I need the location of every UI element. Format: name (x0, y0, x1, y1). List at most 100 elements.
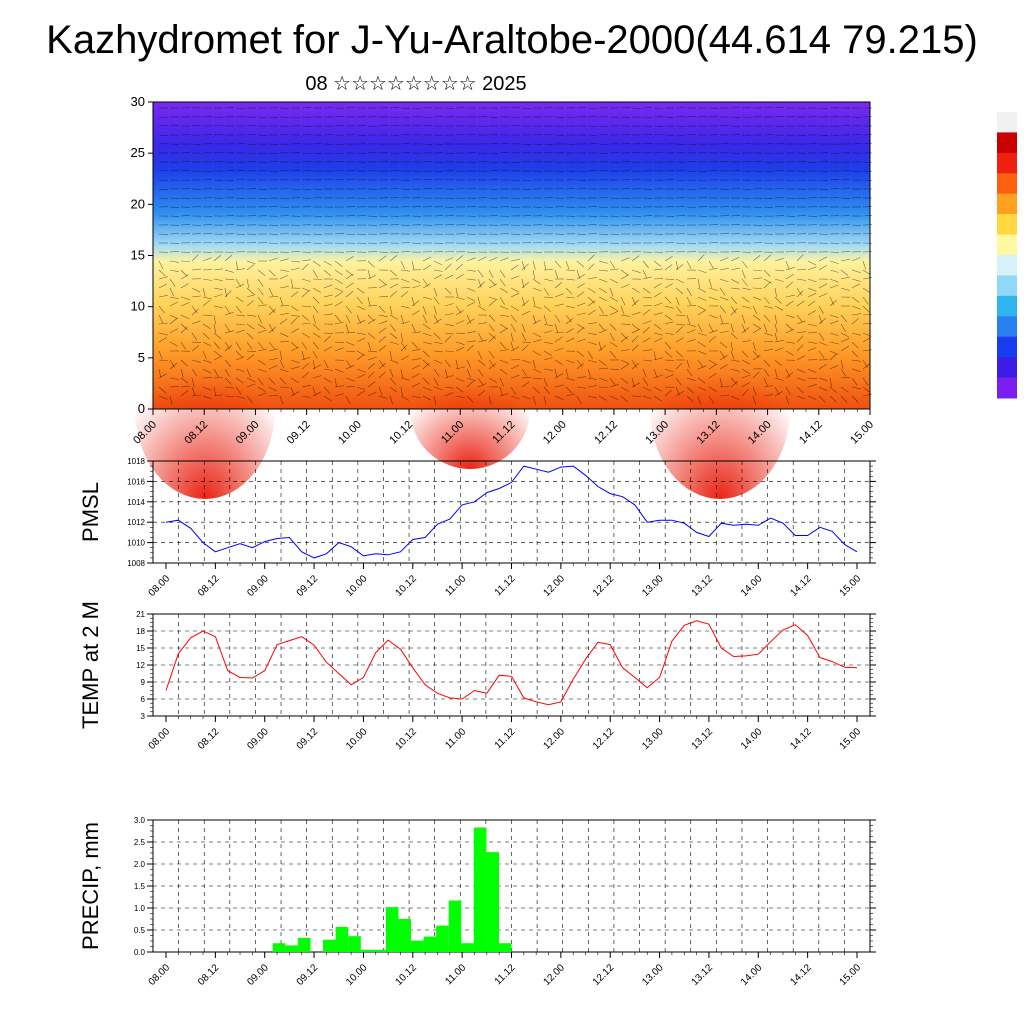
heatmap-x-tick-label: 14.12 (797, 419, 825, 447)
precip-y-tick-label: 1.5 (134, 882, 146, 891)
pmsl-series-line (165, 465, 858, 559)
precip-bar (272, 943, 286, 952)
precip-x-tick-label: 12.00 (542, 962, 568, 988)
pmsl-x-tick-label: 14.00 (739, 573, 765, 599)
pmsl-y-tick-label: 1012 (127, 518, 145, 527)
pmsl-x-tick-label: 09.12 (295, 573, 321, 599)
precip-bar (486, 852, 499, 952)
temp-x-tick-label: 09.12 (295, 726, 321, 752)
precip-bar (297, 937, 311, 952)
temp-x-tick-label: 12.00 (542, 726, 568, 752)
temp-x-tick-label: 12.12 (591, 726, 617, 752)
temp-y-axis-label: TEMP at 2 M (78, 601, 103, 729)
precip-bar (473, 827, 487, 952)
heatmap-y-tick-label: 15 (131, 248, 145, 263)
precip-bar (373, 949, 386, 952)
pmsl-x-tick-label: 13.00 (640, 573, 666, 599)
heatmap-y-tick-label: 20 (131, 196, 145, 211)
precip-y-axis-label: PRECIP, mm (78, 822, 103, 950)
temp-x-tick-label: 14.12 (788, 726, 814, 752)
precip-y-tick-label: 0.0 (134, 948, 146, 957)
colorbar-swatch (997, 112, 1017, 133)
pmsl-y-tick-label: 1018 (127, 457, 145, 466)
temp-y-tick-label: 21 (136, 610, 145, 619)
precip-x-tick-label: 09.12 (295, 962, 321, 988)
colorbar-swatch (997, 336, 1017, 358)
pmsl-x-tick-label: 11.12 (493, 573, 518, 598)
pmsl-x-tick-label: 11.00 (443, 573, 468, 598)
temp-y-tick-label: 15 (136, 644, 145, 653)
colorbar-swatch (997, 275, 1017, 297)
pmsl-x-tick-label: 10.00 (344, 573, 370, 599)
colorbar-swatch (997, 234, 1017, 256)
pmsl-x-tick-label: 15.00 (838, 573, 864, 599)
heatmap-y-tick-label: 5 (138, 350, 145, 365)
precip-x-tick-label: 12.12 (591, 962, 617, 988)
chart-subtitle: 08 ☆☆☆☆☆☆☆☆ 2025 (305, 73, 527, 95)
precip-bar (436, 925, 449, 952)
precip-bar (323, 939, 336, 952)
heatmap-x-tick-label: 10.00 (336, 419, 364, 447)
precip-x-tick-label: 15.00 (838, 962, 864, 988)
wind-barbs (158, 107, 873, 405)
pmsl-y-tick-label: 1010 (127, 539, 145, 548)
temp-x-tick-label: 14.00 (739, 726, 765, 752)
heatmap-y-tick-label: 25 (131, 145, 145, 160)
heatmap-y-tick-label: 30 (131, 94, 145, 109)
temp-x-tick-label: 08.12 (196, 726, 222, 752)
precip-bar (335, 926, 349, 952)
precip-bar (411, 940, 424, 952)
colorbar-swatch (997, 316, 1017, 338)
pmsl-x-tick-label: 12.12 (591, 573, 617, 599)
precip-bar (385, 907, 399, 952)
precip-bar (360, 949, 374, 952)
colorbar-swatch (997, 173, 1017, 195)
precip-x-tick-label: 09.00 (245, 962, 271, 988)
precip-x-tick-label: 13.12 (690, 962, 716, 988)
precip-y-tick-label: 2.0 (134, 860, 146, 869)
temp-x-tick-label: 11.12 (493, 726, 518, 751)
precip-panel: 0.0 0.5 1.0 1.5 2.0 2.5 3.0 08.00 08.12 09.00 09.1… (78, 816, 876, 988)
temp-panel: 3 6 9 12 15 18 21 08.00 08.12 09.00 09.12 10.00 10.1… (78, 601, 876, 752)
temp-x-tick-label: 11.00 (443, 726, 468, 751)
heatmap-x-tick-label: 15.00 (848, 419, 876, 447)
temp-x-tick-label: 09.00 (245, 726, 271, 752)
precip-x-tick-label: 13.00 (640, 962, 666, 988)
precip-bar (398, 919, 411, 952)
pmsl-x-tick-label: 13.12 (690, 573, 716, 599)
colorbar-swatch (997, 152, 1017, 174)
temp-series-line (165, 620, 858, 706)
precip-bar (498, 943, 512, 952)
heatmap-x-tick-label: 10.12 (387, 419, 415, 447)
temp-x-tick-label: 10.12 (393, 726, 419, 752)
pmsl-y-axis-label: PMSL (78, 482, 103, 542)
heatmap-x-tick-label: 09.12 (285, 419, 313, 447)
precip-y-tick-label: 3.0 (134, 816, 146, 825)
colorbar-swatch (997, 132, 1017, 154)
heatmap-x-tick-label: 12.00 (541, 419, 569, 447)
pmsl-y-tick-label: 1016 (127, 477, 145, 486)
pmsl-x-tick-label: 08.00 (147, 573, 173, 599)
colorbar-swatch (997, 377, 1017, 399)
colorbar-swatch (997, 295, 1017, 317)
heatmap-y-tick-label: 0 (138, 401, 145, 416)
precip-x-tick-label: 10.00 (344, 962, 370, 988)
temp-x-tick-label: 13.00 (640, 726, 666, 752)
precip-x-tick-label: 08.12 (196, 962, 222, 988)
heatmap-y-tick-label: 10 (131, 299, 145, 314)
precip-bar (423, 936, 437, 952)
precip-x-tick-label: 14.12 (788, 962, 814, 988)
temp-y-tick-label: 6 (141, 695, 146, 704)
precip-y-tick-label: 2.5 (134, 838, 146, 847)
pmsl-x-tick-label: 14.12 (788, 573, 814, 599)
precip-bar (285, 945, 298, 952)
precip-x-tick-label: 11.00 (443, 962, 468, 987)
precip-y-tick-label: 1.0 (134, 904, 146, 913)
precip-x-tick-label: 10.12 (393, 962, 419, 988)
colorbar-swatch (997, 255, 1017, 276)
pmsl-y-tick-label: 1014 (127, 498, 145, 507)
precip-bar (461, 943, 474, 952)
precip-x-tick-label: 11.12 (493, 962, 518, 987)
